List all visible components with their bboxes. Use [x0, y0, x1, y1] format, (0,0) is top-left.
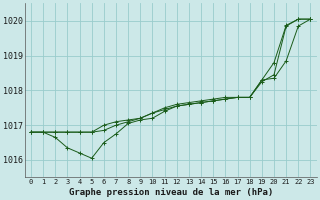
X-axis label: Graphe pression niveau de la mer (hPa): Graphe pression niveau de la mer (hPa) — [68, 188, 273, 197]
